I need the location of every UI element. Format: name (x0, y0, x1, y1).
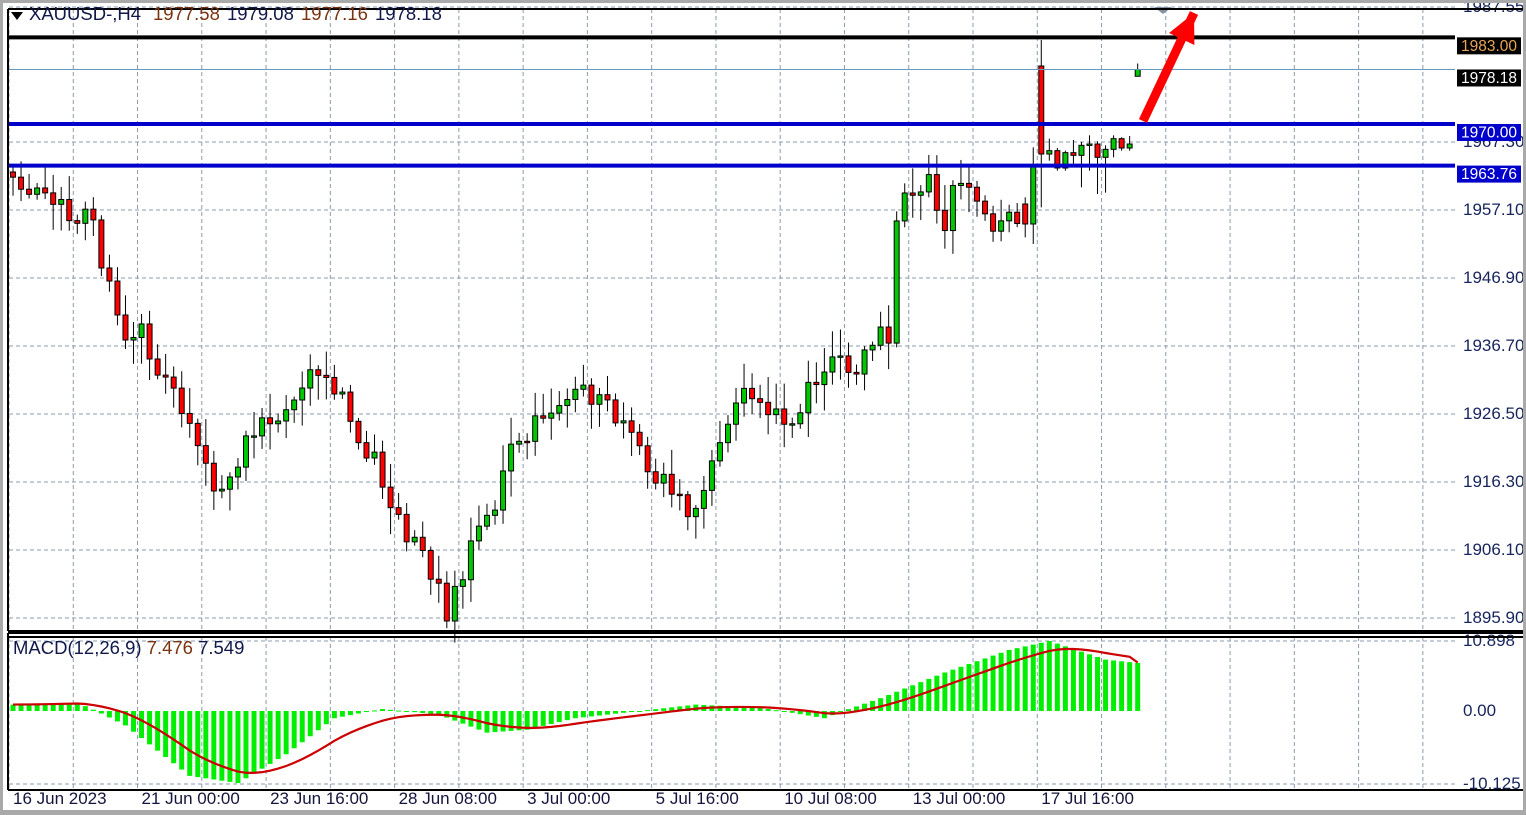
svg-text:1963.76: 1963.76 (1461, 166, 1517, 183)
svg-text:1979.08: 1979.08 (227, 3, 294, 24)
svg-text:17 Jul 16:00: 17 Jul 16:00 (1041, 789, 1134, 808)
svg-text:XAUUSD-,H4: XAUUSD-,H4 (29, 3, 141, 24)
svg-text:1946.90: 1946.90 (1463, 268, 1523, 287)
svg-text:28 Jun 08:00: 28 Jun 08:00 (399, 789, 497, 808)
svg-text:13 Jul 00:00: 13 Jul 00:00 (913, 789, 1006, 808)
svg-text:1936.70: 1936.70 (1463, 336, 1523, 355)
svg-text:0.00: 0.00 (1463, 701, 1496, 720)
svg-text:1957.10: 1957.10 (1463, 200, 1523, 219)
svg-text:23 Jun 16:00: 23 Jun 16:00 (270, 789, 368, 808)
svg-text:1978.18: 1978.18 (1461, 70, 1517, 87)
svg-text:1983.00: 1983.00 (1461, 38, 1517, 55)
svg-text:1978.18: 1978.18 (375, 3, 442, 24)
svg-text:1926.50: 1926.50 (1463, 404, 1523, 423)
svg-text:10 Jul 08:00: 10 Jul 08:00 (784, 789, 877, 808)
svg-text:5 Jul 16:00: 5 Jul 16:00 (656, 789, 739, 808)
svg-text:16 Jun 2023: 16 Jun 2023 (13, 789, 107, 808)
svg-text:1977.16: 1977.16 (301, 3, 368, 24)
svg-text:1906.10: 1906.10 (1463, 540, 1523, 559)
svg-text:MACD(12,26,9) 7.476 7.549: MACD(12,26,9) 7.476 7.549 (13, 637, 244, 658)
svg-text:1970.00: 1970.00 (1461, 125, 1517, 142)
svg-text:1977.58: 1977.58 (153, 3, 220, 24)
svg-text:3 Jul 00:00: 3 Jul 00:00 (527, 789, 610, 808)
svg-text:21 Jun 00:00: 21 Jun 00:00 (142, 789, 240, 808)
svg-text:1895.90: 1895.90 (1463, 608, 1523, 627)
svg-text:1916.30: 1916.30 (1463, 472, 1523, 491)
